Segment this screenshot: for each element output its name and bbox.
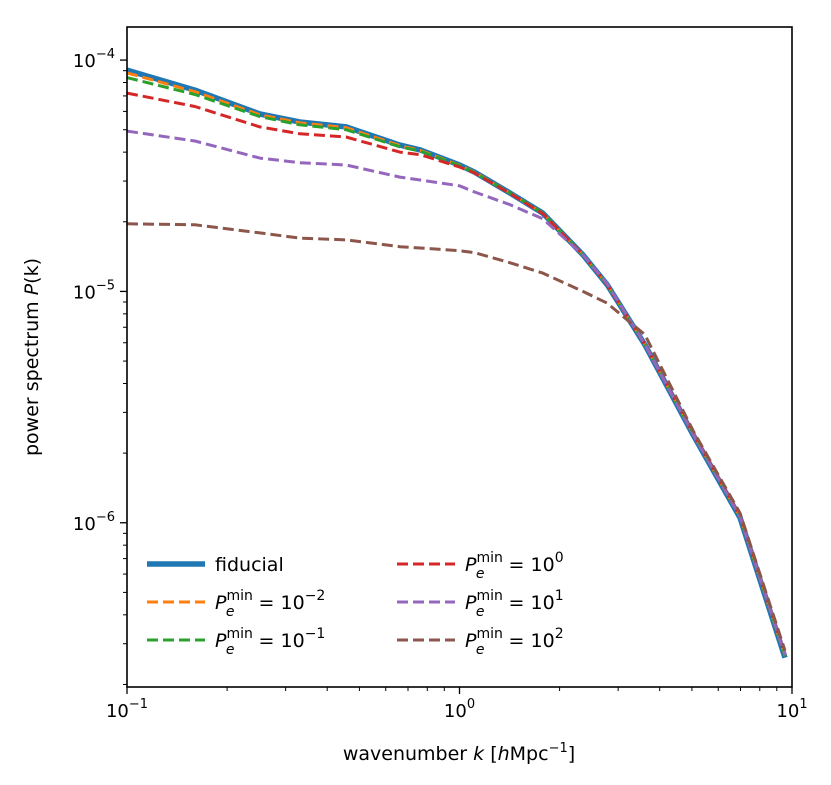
legend-entry: Pmin e = 100	[397, 550, 564, 582]
legend-label: Pmin e = 10−1	[215, 626, 325, 658]
series-line-3	[127, 91, 787, 655]
x-tick-label-exp: 0	[467, 697, 475, 712]
x-axis-label-unit: Mpc	[510, 743, 549, 765]
legend-label-sup: min	[476, 550, 502, 566]
y-tick-label: 10−5	[73, 278, 115, 303]
x-tick-label: 100	[444, 697, 475, 722]
legend-label-eq: = 10	[503, 592, 555, 614]
legend-entry: Pmin e = 10−1	[147, 626, 325, 658]
legend-label: Pmin e = 10−2	[215, 588, 325, 620]
x-axis-label: wavenumber k [hMpc−1]	[343, 741, 575, 765]
y-tick-label-exp: −6	[96, 510, 115, 525]
legend-label-sub: e	[226, 604, 235, 620]
y-tick-label-base: 10	[73, 51, 96, 72]
legend-label: Pmin e = 101	[465, 588, 564, 620]
legend-label-sup: min	[226, 626, 252, 642]
x-axis-label-unit-var: h	[498, 743, 510, 765]
x-tick-label-base: 10	[444, 701, 467, 722]
x-tick-label: 10−1	[106, 697, 148, 722]
legend-label: Pmin e = 102	[465, 626, 564, 658]
x-tick-label-exp: −1	[129, 697, 148, 712]
x-axis-label-text: wavenumber	[343, 743, 473, 765]
series-layer	[127, 67, 788, 659]
legend-entry: Pmin e = 10−2	[147, 588, 325, 620]
y-tick-label-base: 10	[73, 514, 96, 535]
legend-entry: Pmin e = 101	[397, 588, 564, 620]
y-tick-label: 10−4	[73, 47, 115, 72]
y-axis-label-text: power spectrum	[21, 295, 43, 456]
x-axis-label-close: ]	[568, 743, 575, 765]
legend-label-exp: 0	[555, 550, 564, 566]
y-tick-label-exp: −5	[96, 278, 115, 293]
legend-label-var: P	[465, 630, 477, 652]
legend-label-sup: min	[476, 588, 502, 604]
x-axis-label-open: [	[484, 743, 497, 765]
legend-label-eq: = 10	[253, 630, 305, 652]
legend-label-exp: −2	[305, 588, 326, 604]
x-tick-label-base: 10	[106, 701, 129, 722]
legend-label-exp: 1	[555, 588, 564, 604]
legend-label-sub: e	[476, 642, 485, 658]
legend-label-var: P	[215, 592, 227, 614]
legend-label-var: P	[215, 630, 227, 652]
y-axis-label: power spectrum P(k)	[21, 258, 43, 456]
legend-entry: fiducial	[147, 554, 284, 576]
legend-label-sup: min	[226, 588, 252, 604]
legend-label-eq: = 10	[503, 630, 555, 652]
series-line-5	[127, 222, 787, 652]
x-tick-label: 101	[776, 697, 807, 722]
x-axis-label-unit-exp: −1	[549, 741, 568, 756]
x-tick-label-base: 10	[776, 701, 799, 722]
legend-label-sup: min	[476, 626, 502, 642]
y-axis-label-paren: (k)	[21, 258, 43, 284]
legend-label-eq: = 10	[253, 592, 305, 614]
legend-entry: Pmin e = 102	[397, 626, 564, 658]
legend-label-exp: −1	[305, 626, 326, 642]
series-line-4	[127, 129, 787, 656]
legend-label: fiducial	[215, 554, 284, 576]
x-tick-label-exp: 1	[799, 697, 807, 712]
x-axis-label-var: k	[473, 743, 485, 765]
legend-label: Pmin e = 100	[465, 550, 564, 582]
legend-label-sub: e	[476, 566, 485, 582]
legend-label-var: P	[465, 592, 477, 614]
y-tick-label: 10−6	[73, 510, 115, 535]
legend-label-eq: = 10	[503, 554, 555, 576]
legend-label-var: P	[465, 554, 477, 576]
legend-label-exp: 2	[555, 626, 564, 642]
y-tick-label-exp: −4	[96, 47, 115, 62]
y-tick-label-base: 10	[73, 282, 96, 303]
legend-label-sub: e	[476, 604, 485, 620]
y-axis-label-var: P	[21, 283, 43, 295]
legend-label-sub: e	[226, 642, 235, 658]
